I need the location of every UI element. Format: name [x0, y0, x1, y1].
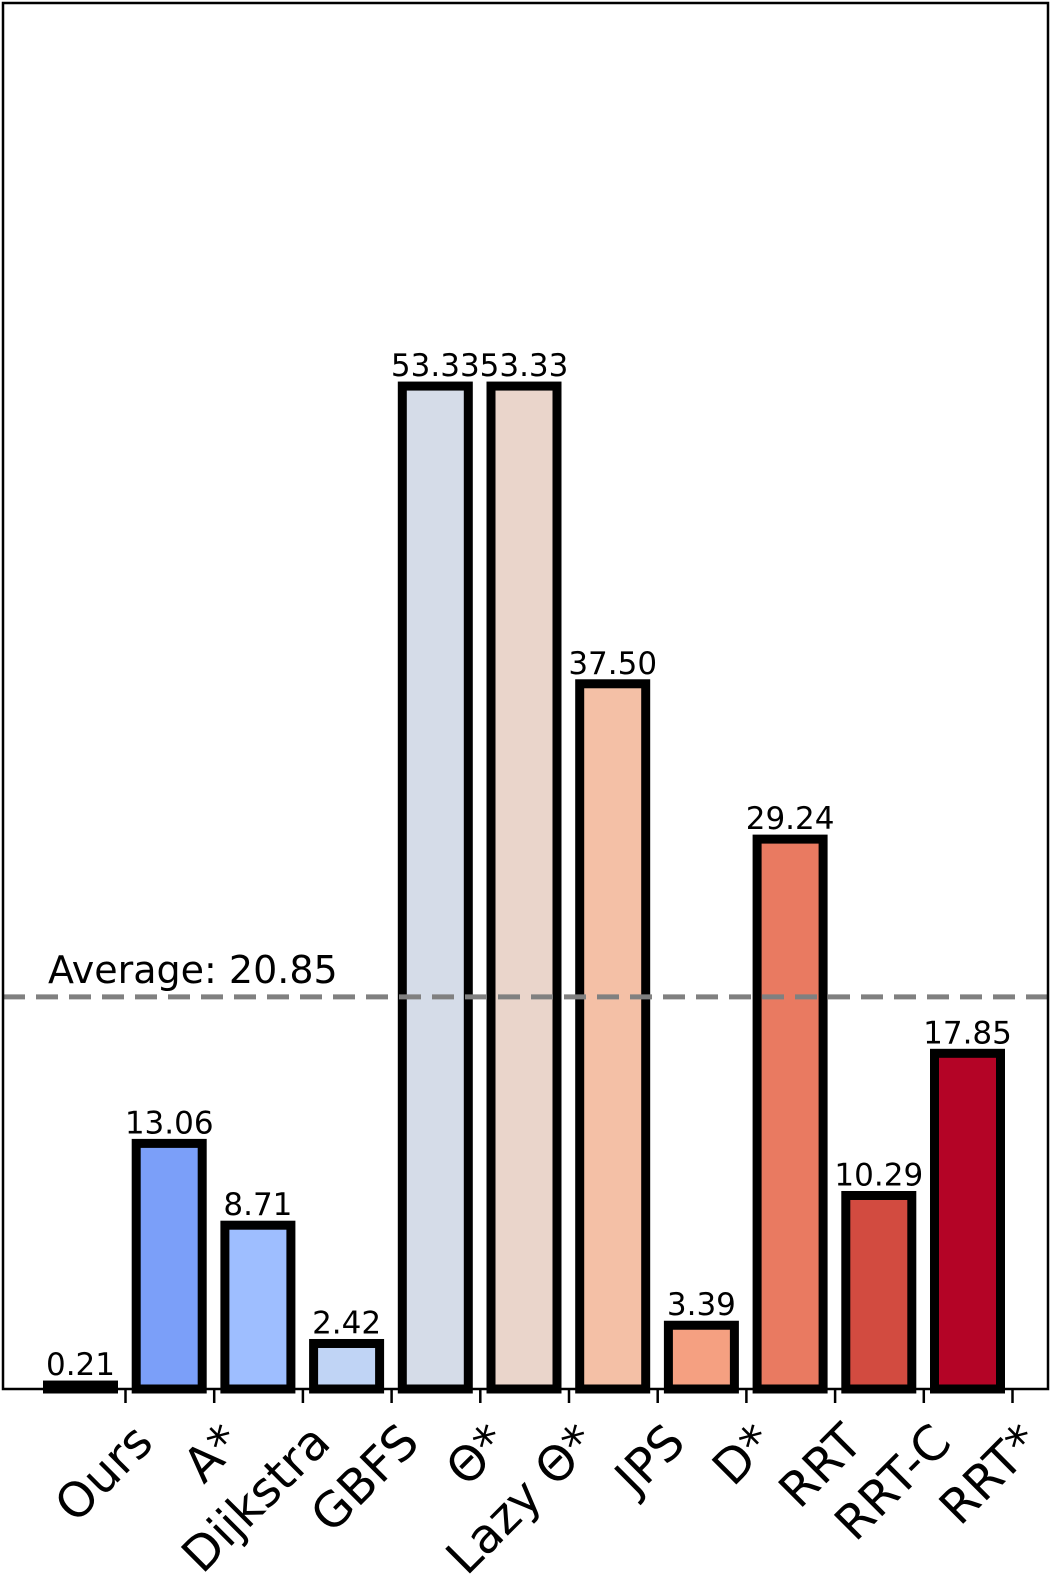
value-label-6: 37.50 [568, 646, 657, 682]
value-label-3: 2.42 [312, 1305, 381, 1341]
value-labels-group: 0.21 13.06 8.71 2.42 53.33 53.33 37.50 3.39 29.2… [46, 348, 1012, 1383]
bar-6 [575, 679, 651, 1394]
bar-4 [397, 381, 473, 1394]
bar-5 [486, 381, 562, 1394]
bars-group [43, 381, 1005, 1394]
value-label-7: 3.39 [667, 1287, 736, 1323]
value-label-0: 0.21 [46, 1347, 115, 1383]
bar-8 [752, 834, 828, 1394]
bar-10 [930, 1048, 1005, 1394]
value-label-4: 53.33 [391, 348, 480, 384]
average-label: Average: 20.85 [48, 948, 338, 992]
bar-1 [131, 1138, 207, 1394]
value-label-5: 53.33 [480, 348, 569, 384]
x-ticks-group [124, 1389, 1014, 1403]
bar-3 [309, 1338, 385, 1394]
value-label-10: 17.85 [923, 1015, 1012, 1051]
x-tick-label-6: JPS [602, 1414, 696, 1508]
value-label-1: 13.06 [125, 1105, 214, 1141]
x-tick-label-0: Ours [44, 1414, 163, 1533]
value-label-2: 8.71 [223, 1187, 292, 1223]
plot-frame [1, 1, 1050, 1391]
bar-2 [220, 1220, 296, 1394]
value-label-8: 29.24 [746, 801, 835, 837]
bar-9 [841, 1190, 917, 1394]
x-tick-label-10: RRT* [929, 1414, 1051, 1536]
value-label-9: 10.29 [834, 1157, 923, 1193]
bar-7 [663, 1320, 739, 1394]
